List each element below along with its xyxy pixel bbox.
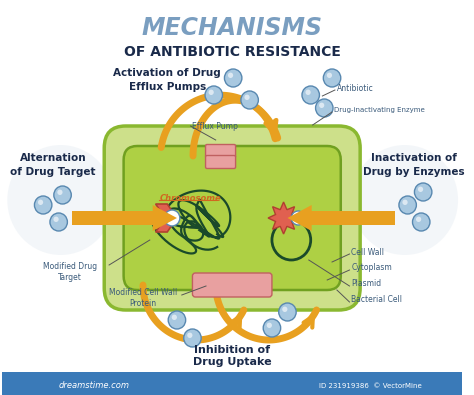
Circle shape [187,333,192,338]
Text: Alternation
of Drug Target: Alternation of Drug Target [10,153,96,177]
FancyBboxPatch shape [2,372,462,395]
Circle shape [35,196,52,214]
Text: Drug-inactivating Enzyme: Drug-inactivating Enzyme [334,107,425,113]
Circle shape [172,314,177,320]
Circle shape [416,216,421,222]
Polygon shape [153,205,177,231]
Circle shape [279,303,296,321]
Circle shape [209,90,214,95]
Text: Modified Cell Wall
Protein: Modified Cell Wall Protein [109,288,177,308]
Circle shape [57,190,63,195]
Circle shape [418,186,423,192]
Circle shape [292,211,305,225]
Circle shape [316,99,333,117]
Text: dreamstime.com: dreamstime.com [59,382,130,391]
Polygon shape [292,211,395,225]
FancyBboxPatch shape [192,273,272,297]
Circle shape [351,145,458,255]
Circle shape [267,323,272,328]
Circle shape [412,213,430,231]
Circle shape [414,183,432,201]
Circle shape [224,69,242,87]
Text: Chromosome: Chromosome [159,194,221,203]
Text: ID 231919386  © VectorMine: ID 231919386 © VectorMine [319,383,422,389]
Circle shape [54,186,71,204]
Text: OF ANTIBIOTIC RESISTANCE: OF ANTIBIOTIC RESISTANCE [124,45,341,59]
Circle shape [38,199,43,205]
Circle shape [184,329,201,347]
Circle shape [7,145,114,255]
Circle shape [305,90,311,95]
Text: Efflux Pump: Efflux Pump [192,122,238,130]
FancyBboxPatch shape [206,145,236,158]
Circle shape [205,86,222,104]
Circle shape [241,91,258,109]
Text: Inactivation of
Drug by Enzymes: Inactivation of Drug by Enzymes [363,153,464,177]
Circle shape [399,196,416,214]
Text: MECHANISMS: MECHANISMS [142,16,323,40]
Text: Antibiotic: Antibiotic [337,83,374,92]
Circle shape [282,307,287,312]
Circle shape [179,165,285,275]
Circle shape [402,199,408,205]
Polygon shape [287,205,312,231]
Text: Modified Drug
Target: Modified Drug Target [43,262,97,282]
Text: Bacterial Cell: Bacterial Cell [351,295,402,305]
Polygon shape [72,211,172,225]
Circle shape [323,69,341,87]
Polygon shape [155,204,177,232]
Text: Plasmid: Plasmid [351,280,382,288]
Circle shape [327,73,332,78]
FancyBboxPatch shape [124,146,341,290]
Circle shape [54,216,59,222]
Circle shape [164,210,180,226]
Circle shape [228,73,233,78]
Circle shape [302,86,319,104]
Circle shape [319,103,324,108]
Text: Activation of Drug
Efflux Pumps: Activation of Drug Efflux Pumps [113,68,221,92]
Circle shape [50,213,67,231]
Circle shape [168,311,186,329]
Text: Cell Wall: Cell Wall [351,248,384,256]
FancyBboxPatch shape [206,156,236,169]
Text: Inhibition of
Drug Uptake: Inhibition of Drug Uptake [193,345,272,367]
Text: Cytoplasm: Cytoplasm [351,263,392,273]
Circle shape [263,319,281,337]
Circle shape [245,94,250,100]
FancyBboxPatch shape [104,126,360,310]
Polygon shape [268,202,299,234]
